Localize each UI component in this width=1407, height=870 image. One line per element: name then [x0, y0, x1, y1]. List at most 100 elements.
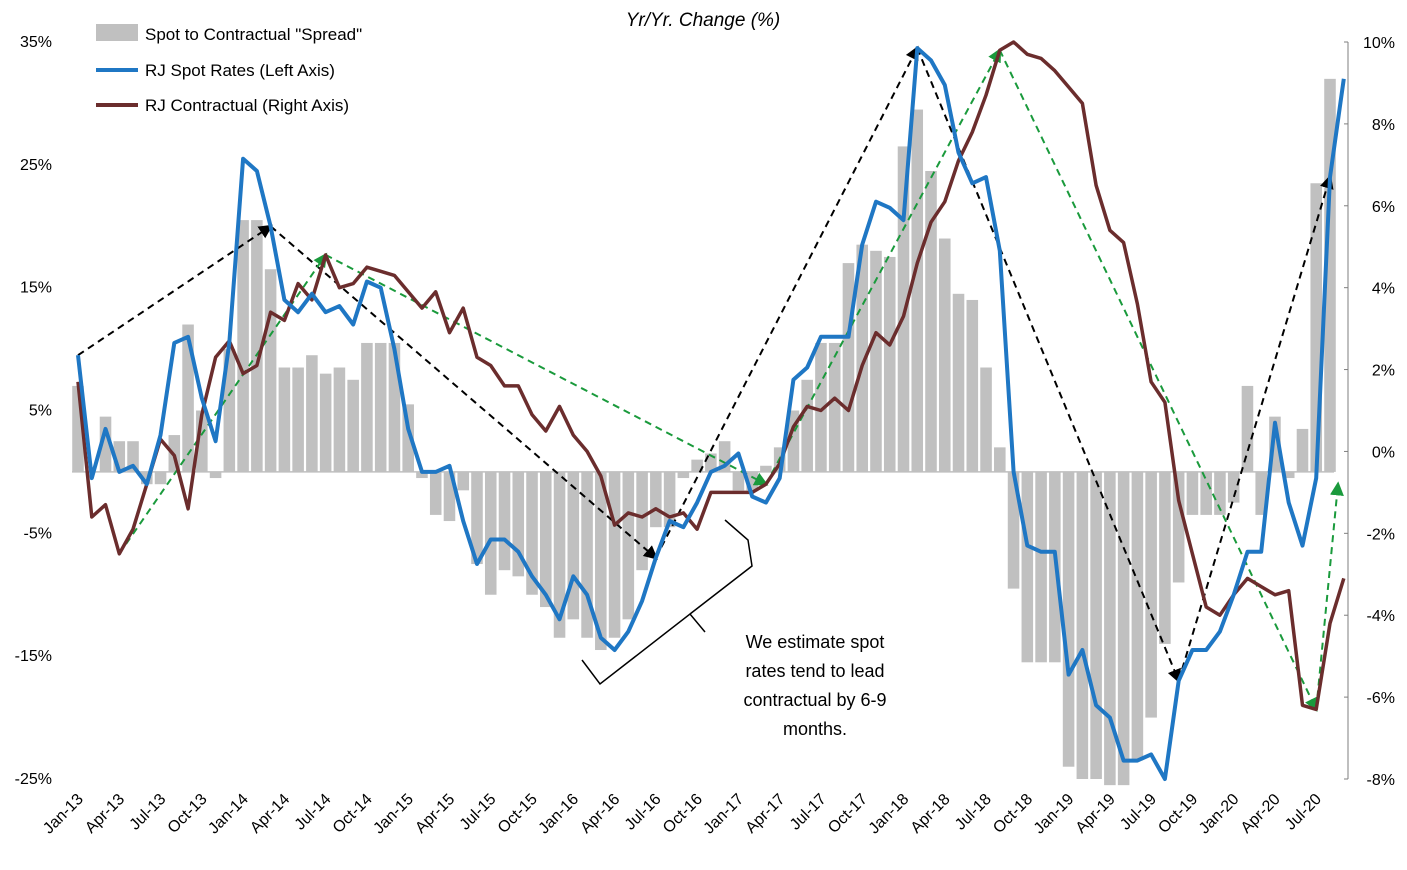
spread-bar [1241, 385, 1254, 472]
lead-bracket [581, 519, 753, 686]
x-tick-label: Jan-14 [205, 791, 252, 838]
x-tick-label: Jul-18 [952, 791, 995, 834]
spread-bar [1021, 471, 1034, 663]
right-tick-label: 8% [1372, 117, 1395, 134]
right-tick-label: 0% [1372, 444, 1395, 461]
spot-trend-arrow [1177, 174, 1334, 682]
spread-bar [650, 471, 662, 528]
spread-bar [1269, 416, 1281, 472]
x-tick-label: Oct-16 [660, 791, 706, 837]
x-tick-label: Jul-15 [457, 791, 500, 834]
legend-label-spot: RJ Spot Rates (Left Axis) [145, 61, 335, 80]
left-axis-ticks: 35% 25% 15% 5% -5% -15% -25% [15, 34, 52, 788]
spread-bar [374, 342, 387, 472]
legend: Spot to Contractual "Spread" RJ Spot Rat… [96, 24, 362, 115]
spread-bar [484, 471, 497, 595]
spread-bar [498, 471, 511, 571]
left-tick-label: -5% [24, 525, 52, 542]
x-tick-label: Jul-16 [622, 791, 665, 834]
x-tick-label: Jul-13 [127, 791, 170, 834]
spread-bar [182, 324, 194, 472]
spread-bar [677, 471, 690, 479]
contractual-trend-arrow [325, 254, 769, 486]
spread-bar [512, 471, 525, 577]
legend-label-spread: Spot to Contractual "Spread" [145, 25, 362, 44]
left-tick-label: 15% [20, 280, 52, 297]
left-tick-label: -25% [15, 771, 52, 788]
spread-bar [553, 471, 566, 638]
spread-bar [319, 373, 332, 472]
spread-bars [72, 78, 1336, 786]
spread-bar [636, 471, 648, 571]
x-tick-label: Oct-17 [825, 791, 871, 837]
spread-bar [787, 410, 800, 472]
spread-bar [1324, 78, 1336, 472]
spread-bar [883, 256, 896, 472]
spread-bar [237, 220, 249, 472]
spread-bar [1104, 471, 1116, 786]
spread-bar [856, 244, 868, 472]
x-tick-label: Jul-19 [1117, 791, 1160, 834]
spread-bar [1007, 471, 1020, 589]
right-tick-label: 6% [1372, 199, 1395, 216]
contractual-trend-arrow [998, 49, 1318, 712]
spread-bar [870, 250, 882, 472]
spread-bar [1159, 471, 1171, 644]
spread-bar [1062, 471, 1075, 767]
spread-bar [952, 293, 965, 472]
note-line-4: months. [783, 719, 847, 739]
spread-bar [622, 471, 635, 620]
spread-bar [1172, 471, 1185, 583]
spread-bar [196, 410, 208, 472]
x-tick-label: Jul-20 [1282, 791, 1325, 834]
x-tick-label: Apr-18 [908, 791, 954, 837]
spread-bar [1145, 471, 1157, 718]
x-tick-label: Jan-17 [701, 791, 748, 838]
x-tick-label: Jan-15 [370, 791, 417, 838]
contractual-line [76, 40, 1346, 712]
note-line-1: We estimate spot [746, 632, 885, 652]
spread-bar [292, 367, 304, 472]
spread-bar [113, 441, 126, 472]
spread-bar [1035, 471, 1047, 663]
spread-bar [718, 441, 731, 472]
spot-trend-arrow [269, 225, 658, 560]
spread-bar [1227, 471, 1240, 503]
spread-bar [1090, 471, 1102, 779]
x-tick-label: Oct-18 [990, 791, 1036, 837]
spread-bar [154, 471, 167, 485]
spread-bar [1255, 471, 1267, 515]
x-tick-label: Apr-15 [412, 791, 458, 837]
x-tick-label: Jul-14 [292, 791, 335, 834]
spot-trend-arrow [77, 224, 273, 357]
spread-bar [416, 471, 428, 479]
spread-bar [801, 379, 813, 472]
spread-bar [732, 471, 745, 491]
right-tick-label: -6% [1367, 690, 1395, 707]
x-tick-label: Apr-16 [577, 791, 623, 837]
spread-bar [429, 471, 442, 515]
spread-bar [828, 342, 841, 472]
right-tick-label: 2% [1372, 363, 1395, 380]
x-tick-label: Jan-19 [1031, 791, 1078, 838]
spread-bar [1282, 471, 1295, 479]
right-tick-label: 4% [1372, 281, 1395, 298]
right-tick-label: -4% [1367, 608, 1395, 625]
x-tick-label: Apr-20 [1238, 791, 1284, 837]
spread-bar [457, 471, 470, 491]
x-tick-label: Apr-19 [1073, 791, 1119, 837]
spread-bar [1076, 471, 1089, 779]
axes [72, 42, 1349, 779]
spread-bar [1131, 471, 1144, 761]
spread-bar [1200, 471, 1212, 515]
spread-bar [278, 367, 291, 472]
spread-bar [980, 367, 992, 472]
series-lines [76, 40, 1346, 781]
spread-bar [705, 453, 717, 472]
spread-bar [1214, 471, 1226, 515]
spread-bar [264, 269, 277, 472]
right-axis-ticks: 10% 8% 6% 4% 2% 0% -2% -4% -6% -8% [1344, 35, 1395, 789]
x-tick-label: Oct-14 [330, 791, 376, 837]
x-tick-label: Jan-13 [40, 791, 87, 838]
